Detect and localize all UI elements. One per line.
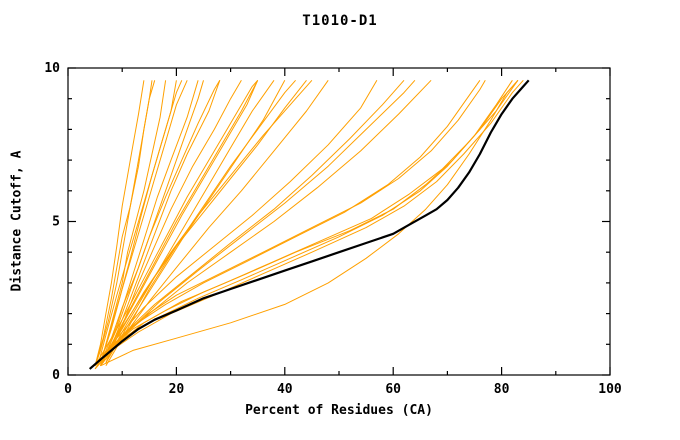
model-07-curve [100,80,221,367]
model-01-curve [94,80,145,366]
model-31-curve [94,80,486,367]
model-21-curve [100,79,519,367]
model-29-curve [100,79,313,367]
model-08-curve [105,80,242,363]
model-26-curve [100,80,259,367]
tick-label: 0 [64,382,72,397]
model-13-curve [94,80,378,367]
model-14-curve [94,79,405,367]
model-32-curve [94,80,481,367]
tick-label: 0 [52,368,60,383]
model-06-curve [100,80,204,363]
tick-label: 80 [494,382,510,397]
model-09-curve [100,80,259,367]
tick-label: 100 [598,382,622,397]
model-18-curve [94,79,524,370]
y-axis-label: Distance Cutoff, A [9,150,25,292]
model-23-curve [100,80,183,363]
model-22-curve [94,80,153,366]
model-05-curve [100,80,188,363]
model-24-curve [102,80,199,363]
model-10-curve [105,80,275,363]
tick-label: 10 [44,61,60,76]
tick-label: 40 [277,382,293,397]
tick-label: 5 [52,215,60,230]
tick-labels: 0 20 40 60 80 100 0 5 10 [44,61,622,397]
series-lines [88,79,530,370]
model-30-curve [94,79,259,367]
model-25-curve [105,80,221,360]
chart-title: T1010-D1 [302,13,378,29]
x-axis-label: Percent of Residues (CA) [245,403,433,418]
reference-black-curve [88,79,530,370]
model-11-curve [105,79,296,367]
model-20-curve [94,80,519,367]
axis-ticks [67,67,611,376]
tick-label: 60 [385,382,401,397]
model-16-curve [94,79,432,367]
tick-label: 20 [169,382,185,397]
